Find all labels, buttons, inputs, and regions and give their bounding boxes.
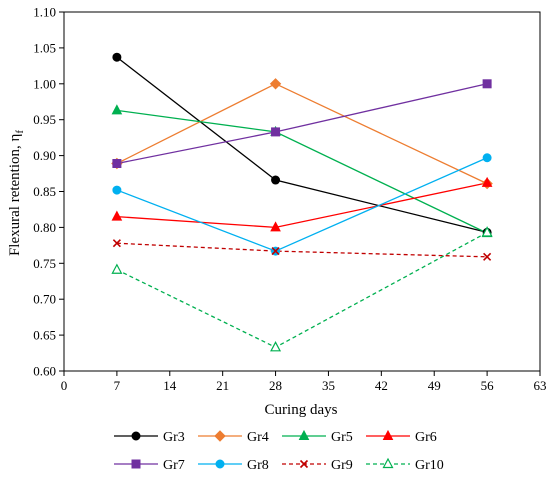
series-lines	[116, 56, 488, 349]
x-tick-label: 63	[534, 378, 547, 393]
legend-swatch-marker	[215, 459, 225, 469]
data-point-gr10	[481, 226, 493, 237]
y-tick-label: 0.85	[33, 184, 56, 199]
legend-item-gr9: Gr9	[282, 458, 353, 473]
legend-item-gr8: Gr8	[198, 458, 269, 473]
y-tick-label: 0.65	[33, 328, 56, 343]
legend-item-gr3: Gr3	[114, 430, 185, 445]
legend-label: Gr5	[331, 430, 353, 445]
data-point-gr8	[112, 185, 122, 195]
legend-label: Gr3	[163, 430, 185, 445]
legend-item-gr5: Gr5	[282, 429, 353, 445]
data-point-gr9	[112, 239, 121, 248]
x-tick-label: 14	[163, 378, 177, 393]
data-point-gr6	[111, 210, 123, 221]
legend-label: Gr6	[415, 430, 437, 445]
legend-label: Gr7	[163, 458, 185, 473]
data-point-gr4	[269, 78, 282, 90]
x-axis-title: Curing days	[265, 402, 338, 418]
data-point-gr8	[482, 153, 492, 163]
series-markers	[111, 52, 493, 352]
data-point-gr6	[481, 176, 493, 187]
legend-swatch-marker	[299, 459, 309, 469]
legend-swatch-marker	[298, 429, 310, 440]
legend-item-gr6: Gr6	[366, 429, 437, 445]
x-tick-label: 0	[61, 378, 68, 393]
y-tick-label: 0.70	[33, 292, 56, 307]
y-axis-title-subscript: f	[14, 130, 26, 134]
series-line-gr8	[116, 157, 488, 252]
y-axis-title: Flexural retention, ηf	[7, 130, 26, 256]
x-tick-label: 49	[428, 378, 441, 393]
x-tick-label: 35	[322, 378, 335, 393]
y-tick-label: 1.10	[33, 5, 56, 20]
series-line-gr4	[116, 83, 488, 185]
data-point-gr5	[111, 104, 123, 115]
x-tick-label: 42	[375, 378, 388, 393]
series-line-gr6	[116, 182, 488, 229]
legend-item-gr4: Gr4	[198, 430, 269, 445]
y-tick-label: 1.00	[33, 76, 56, 91]
legend-swatch-marker	[131, 431, 141, 441]
data-point-gr3	[271, 175, 281, 185]
x-tick-label: 56	[481, 378, 495, 393]
y-tick-label: 0.95	[33, 112, 56, 127]
x-tick-label: 21	[216, 378, 229, 393]
legend-label: Gr4	[247, 430, 269, 445]
data-point-gr10	[111, 263, 123, 274]
legend-label: Gr8	[247, 458, 269, 473]
data-point-gr7	[271, 127, 281, 137]
data-point-gr10	[270, 341, 282, 352]
plot-area	[63, 11, 541, 372]
series-line-gr10	[116, 231, 488, 349]
legend-swatch-marker	[382, 457, 394, 469]
y-tick-label: 0.60	[33, 364, 56, 379]
data-point-gr7	[112, 158, 122, 168]
plot-frame	[63, 11, 541, 372]
data-point-gr3	[112, 52, 122, 62]
x-tick-label: 7	[114, 378, 121, 393]
y-tick-label: 0.80	[33, 220, 56, 235]
series-line-gr5	[116, 109, 488, 234]
axes: 0 7 14 21 28 35 42 49 56 63 0.60 0.65 0.70 0.75 0.80 0.…	[33, 5, 546, 394]
y-tick-label: 1.05	[33, 40, 56, 55]
data-point-gr6	[270, 221, 281, 232]
y-axis-title-main: Flexural retention, η	[7, 133, 23, 256]
data-point-gr9	[271, 247, 280, 256]
x-tick-label: 28	[269, 378, 282, 393]
legend-swatch-marker	[214, 430, 226, 442]
legend-label: Gr9	[331, 458, 353, 473]
series-line-gr9	[116, 242, 488, 258]
y-tick-label: 0.75	[33, 256, 56, 271]
legend-item-gr10: Gr10	[366, 457, 444, 473]
legend-label: Gr10	[415, 458, 444, 473]
y-tick-label: 0.90	[33, 148, 56, 163]
data-point-gr7	[482, 79, 492, 89]
legend-item-gr7: Gr7	[114, 458, 185, 473]
legend-swatch-marker	[131, 459, 141, 469]
legend-swatch-marker	[382, 429, 394, 440]
legend: Gr3 Gr4 Gr5 Gr6 Gr7 Gr8 Gr9 Gr10	[114, 429, 444, 473]
data-point-gr9	[483, 252, 492, 261]
